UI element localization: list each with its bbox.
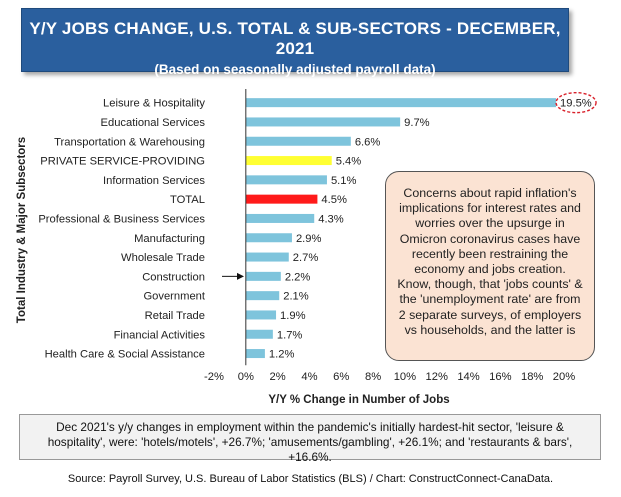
category-label-professional-business-services: Professional & Business Services: [38, 213, 205, 225]
category-label-manufacturing: Manufacturing: [134, 233, 205, 245]
category-label-information-services: Information Services: [103, 175, 205, 187]
bar-wholesale-trade: [245, 252, 289, 262]
bars-layer: Leisure & Hospitality 19.5% Educational Se…: [38, 91, 597, 361]
x-tick-label: 18%: [521, 371, 543, 383]
bar-information-services: [245, 175, 327, 185]
x-tick-label: -2%: [204, 371, 224, 383]
category-label-private-service-providing: PRIVATE SERVICE-PROVIDING: [40, 156, 205, 168]
pointer-arrow-head: [237, 272, 244, 280]
axis-layer: -2% 0% 2% 4% 6% 8% 10% 12% 14% 16% 18% 20%: [204, 89, 575, 383]
x-tick-label: 20%: [553, 371, 575, 383]
source-credit: Source: Payroll Survey, U.S. Bureau of L…: [67, 473, 554, 485]
commentary-callout: Concerns about rapid inflation's implica…: [385, 171, 595, 361]
category-label-retail-trade: Retail Trade: [145, 310, 205, 322]
chart-subtitle: (Based on seasonally adjusted payroll da…: [154, 62, 436, 77]
value-label-health-care-social-assistance: 1.2%: [269, 349, 295, 361]
category-label-health-care-social-assistance: Health Care & Social Assistance: [45, 349, 205, 361]
x-tick-label: 4%: [301, 371, 317, 383]
x-axis-label: Y/Y % Change in Number of Jobs: [268, 394, 449, 406]
x-tick-label: 14%: [457, 371, 479, 383]
x-tick-label: 6%: [333, 371, 349, 383]
value-label-wholesale-trade: 2.7%: [293, 252, 319, 264]
value-label-educational-services: 9.7%: [404, 117, 430, 129]
y-axis-label: Total Industry & Major Subsectors: [16, 137, 28, 323]
bar-total: [245, 194, 318, 204]
category-label-educational-services: Educational Services: [101, 117, 206, 129]
category-label-leisure-hospitality: Leisure & Hospitality: [103, 98, 205, 110]
category-label-government: Government: [143, 291, 205, 303]
value-label-financial-activities: 1.7%: [277, 329, 303, 341]
value-label-retail-trade: 1.9%: [280, 310, 306, 322]
bar-retail-trade: [245, 310, 277, 320]
callout-text: Concerns about rapid inflation's implica…: [397, 186, 583, 337]
x-tick-label: 10%: [394, 371, 416, 383]
bar-private-service-providing: [245, 156, 332, 166]
x-tick-label: 0%: [238, 371, 254, 383]
bar-leisure-hospitality: [245, 98, 557, 108]
category-label-total: TOTAL: [170, 194, 205, 206]
bar-financial-activities: [245, 329, 273, 339]
value-label-information-services: 5.1%: [331, 175, 357, 187]
value-label-government: 2.1%: [283, 291, 309, 303]
bar-manufacturing: [245, 233, 292, 243]
bar-educational-services: [245, 117, 401, 127]
bar-health-care-social-assistance: [245, 349, 265, 359]
value-label-manufacturing: 2.9%: [296, 233, 322, 245]
x-tick-label: 2%: [270, 371, 286, 383]
category-label-wholesale-trade: Wholesale Trade: [121, 252, 205, 264]
value-label-private-service-providing: 5.4%: [336, 156, 362, 168]
value-label-construction: 2.2%: [285, 271, 311, 283]
bar-construction: [245, 271, 281, 281]
bar-government: [245, 291, 280, 301]
value-label-leisure-hospitality: 19.5%: [560, 98, 592, 110]
value-label-total: 4.5%: [321, 194, 347, 206]
category-label-construction: Construction: [142, 271, 205, 283]
x-tick-label: 12%: [426, 371, 448, 383]
chart-title-banner: Y/Y JOBS CHANGE, U.S. TOTAL & SUB-SECTOR…: [21, 8, 569, 77]
bar-transportation-warehousing: [245, 136, 351, 146]
category-label-transportation-warehousing: Transportation & Warehousing: [54, 136, 205, 148]
value-label-transportation-warehousing: 6.6%: [355, 136, 381, 148]
x-tick-label: 16%: [489, 371, 511, 383]
chart-title: Y/Y JOBS CHANGE, U.S. TOTAL & SUB-SECTOR…: [29, 19, 561, 58]
footnote-box: Dec 2021's y/y changes in employment wit…: [19, 414, 601, 464]
x-tick-label: 8%: [365, 371, 381, 383]
bar-professional-business-services: [245, 213, 315, 223]
footnote-text: Dec 2021's y/y changes in employment wit…: [47, 420, 573, 464]
category-label-financial-activities: Financial Activities: [114, 329, 206, 341]
value-label-professional-business-services: 4.3%: [318, 213, 344, 225]
highlight-circle: [555, 91, 597, 114]
